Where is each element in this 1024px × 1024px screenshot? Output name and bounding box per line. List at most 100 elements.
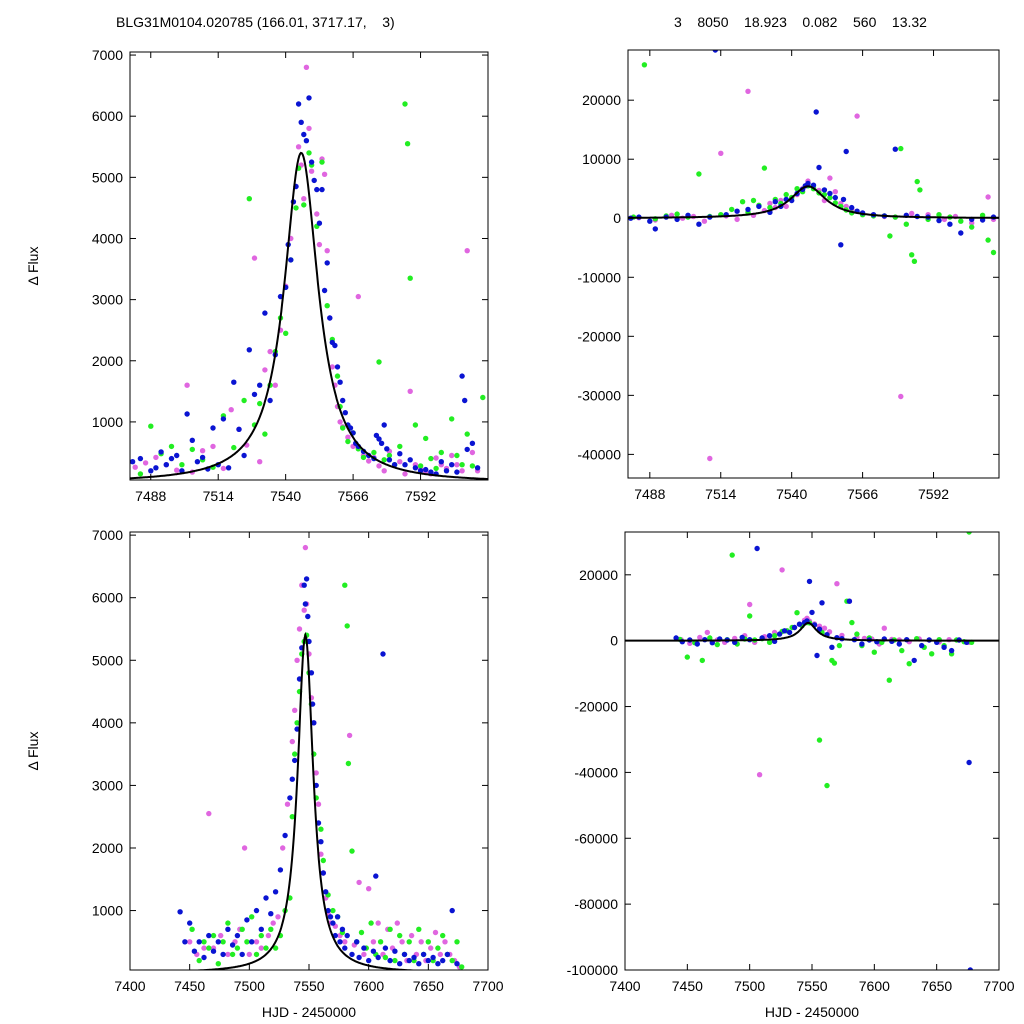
data-point-blue [249, 939, 255, 945]
data-point-green [397, 443, 403, 450]
data-point-green [318, 826, 324, 832]
data-point-blue [947, 221, 953, 227]
data-point-magenta [821, 625, 828, 631]
data-point-blue [440, 957, 446, 964]
data-point-green [334, 373, 341, 379]
data-point-green [783, 191, 789, 198]
data-point-green [816, 737, 823, 743]
data-point-blue [268, 911, 274, 917]
data-point-blue [474, 465, 481, 471]
data-point-blue [302, 601, 309, 607]
data-point-blue [158, 449, 164, 455]
data-point-green [294, 720, 300, 726]
data-point-green [272, 945, 279, 951]
data-point-blue [241, 452, 247, 459]
data-point-blue [444, 951, 451, 958]
data-point-blue [892, 146, 898, 152]
data-point-blue [182, 939, 188, 945]
data-point-blue [361, 945, 367, 951]
data-point-magenta [366, 458, 372, 464]
data-point-blue [380, 651, 386, 657]
data-point-blue [919, 642, 925, 649]
data-point-green [747, 613, 753, 619]
data-point-blue [289, 776, 295, 782]
data-point-blue [267, 397, 273, 404]
data-point-green [699, 657, 705, 664]
x-tick-label: 7514 [203, 488, 234, 504]
data-point-green [707, 635, 713, 641]
x-tick-label: 7592 [918, 486, 949, 502]
data-point-green [696, 171, 702, 177]
data-point-blue [378, 440, 385, 446]
data-point-blue [236, 426, 242, 432]
data-point-green [985, 237, 991, 243]
data-point-magenta [313, 770, 319, 776]
data-point-green [416, 926, 422, 932]
data-point-magenta [337, 419, 343, 425]
model-curve [628, 185, 999, 219]
data-point-green [189, 926, 195, 932]
data-point-green [148, 423, 154, 429]
y-axis-label: Δ Flux [25, 247, 41, 286]
x-tick-label: 7600 [353, 978, 384, 994]
data-point-green [433, 465, 439, 472]
data-point-green [360, 454, 367, 461]
data-point-magenta [459, 468, 465, 474]
data-point-magenta [275, 914, 281, 920]
data-point-green [289, 814, 295, 820]
data-point-green [137, 471, 144, 477]
data-point-green [257, 400, 263, 407]
data-point-green [412, 422, 419, 428]
data-point-green [349, 848, 355, 854]
data-point-green [684, 654, 690, 660]
data-point-blue [229, 942, 236, 948]
data-point-magenta [301, 196, 307, 202]
data-point-green [368, 920, 374, 926]
plot-frame [627, 49, 1000, 479]
x-tick-label: 7540 [270, 488, 301, 504]
data-point-magenta [257, 459, 263, 465]
data-point-magenta [428, 945, 434, 951]
data-point-blue [301, 582, 307, 588]
data-point-green [381, 457, 387, 463]
data-point-blue [941, 644, 947, 650]
data-point-blue [462, 397, 468, 404]
data-point-green [201, 939, 207, 945]
data-point-blue [673, 635, 679, 641]
data-point-green [459, 462, 465, 468]
data-point-green [469, 463, 476, 469]
data-point-green [402, 101, 408, 107]
y-tick-label: -20000 [574, 699, 618, 715]
data-point-green [319, 159, 325, 165]
data-point-blue [694, 641, 700, 647]
data-point-green [903, 221, 909, 227]
data-point-blue [292, 757, 298, 764]
data-point-green [449, 957, 455, 964]
data-point-green [906, 661, 912, 667]
data-point-blue [366, 957, 372, 964]
data-point-blue [305, 613, 311, 620]
data-point-blue [459, 373, 465, 379]
data-point-magenta [718, 150, 724, 156]
data-point-blue [327, 914, 334, 920]
y-tick-label: -80000 [574, 896, 618, 912]
data-point-blue [696, 221, 702, 227]
data-point-blue [325, 907, 331, 914]
data-point-magenta [827, 175, 833, 181]
data-point-blue [287, 795, 293, 801]
data-point-blue [821, 187, 828, 193]
data-point-magenta [251, 255, 258, 261]
data-point-green [966, 532, 972, 535]
data-point-blue [469, 440, 476, 446]
x-tick-label: 7700 [472, 978, 503, 994]
data-point-blue [298, 119, 304, 126]
data-point-blue [816, 164, 822, 171]
data-point-blue [376, 436, 382, 442]
x-tick-label: 7450 [174, 978, 205, 994]
data-point-blue [194, 459, 201, 465]
data-point-green [371, 449, 377, 456]
data-point-blue [411, 954, 417, 961]
data-point-blue [199, 454, 206, 461]
y-tick-label: -30000 [577, 387, 621, 403]
data-point-magenta [394, 920, 400, 926]
